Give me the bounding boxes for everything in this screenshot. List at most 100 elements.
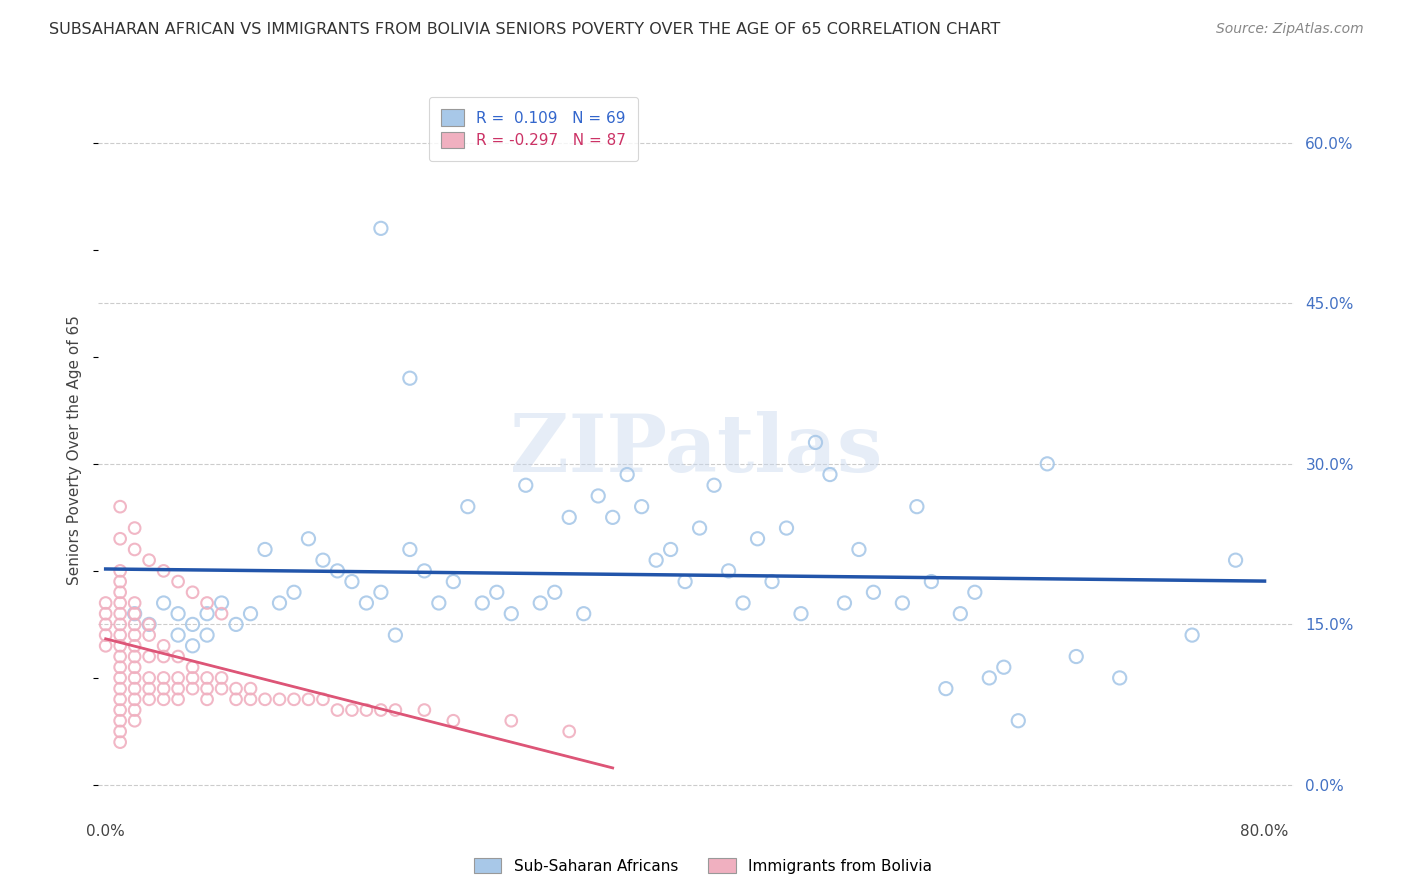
Point bbox=[211, 671, 233, 685]
Point bbox=[993, 660, 1015, 674]
Point bbox=[253, 542, 276, 557]
Point bbox=[124, 607, 146, 621]
Point bbox=[181, 639, 204, 653]
Point bbox=[181, 617, 204, 632]
Point bbox=[616, 467, 638, 482]
Point bbox=[138, 681, 160, 696]
Point bbox=[471, 596, 494, 610]
Point bbox=[167, 649, 190, 664]
Point bbox=[370, 703, 392, 717]
Point bbox=[673, 574, 696, 589]
Point bbox=[152, 649, 174, 664]
Point bbox=[195, 681, 218, 696]
Point bbox=[108, 574, 131, 589]
Point bbox=[979, 671, 1001, 685]
Point bbox=[94, 639, 117, 653]
Point bbox=[108, 703, 131, 717]
Point bbox=[399, 371, 422, 385]
Point bbox=[211, 681, 233, 696]
Point bbox=[152, 596, 174, 610]
Point bbox=[775, 521, 797, 535]
Point bbox=[703, 478, 725, 492]
Point bbox=[181, 671, 204, 685]
Legend: Sub-Saharan Africans, Immigrants from Bolivia: Sub-Saharan Africans, Immigrants from Bo… bbox=[468, 852, 938, 880]
Point bbox=[501, 714, 523, 728]
Point bbox=[124, 671, 146, 685]
Text: ZIPatlas: ZIPatlas bbox=[510, 411, 882, 490]
Point bbox=[195, 628, 218, 642]
Point bbox=[108, 714, 131, 728]
Point bbox=[862, 585, 884, 599]
Point bbox=[457, 500, 479, 514]
Point bbox=[544, 585, 567, 599]
Point bbox=[239, 607, 262, 621]
Point bbox=[152, 692, 174, 706]
Point bbox=[108, 617, 131, 632]
Point bbox=[108, 660, 131, 674]
Point bbox=[138, 617, 160, 632]
Point bbox=[167, 607, 190, 621]
Point bbox=[108, 532, 131, 546]
Point bbox=[269, 692, 291, 706]
Point bbox=[124, 521, 146, 535]
Point bbox=[181, 660, 204, 674]
Point bbox=[1225, 553, 1247, 567]
Point bbox=[747, 532, 769, 546]
Point bbox=[124, 596, 146, 610]
Point bbox=[1036, 457, 1059, 471]
Point bbox=[108, 596, 131, 610]
Point bbox=[297, 692, 319, 706]
Point bbox=[225, 681, 247, 696]
Point bbox=[167, 692, 190, 706]
Y-axis label: Seniors Poverty Over the Age of 65: Seniors Poverty Over the Age of 65 bbox=[67, 316, 83, 585]
Point bbox=[602, 510, 624, 524]
Point bbox=[195, 692, 218, 706]
Point bbox=[138, 692, 160, 706]
Point bbox=[370, 221, 392, 235]
Point bbox=[963, 585, 986, 599]
Point bbox=[181, 585, 204, 599]
Point bbox=[297, 532, 319, 546]
Point bbox=[108, 735, 131, 749]
Point bbox=[124, 607, 146, 621]
Point bbox=[558, 510, 581, 524]
Text: Source: ZipAtlas.com: Source: ZipAtlas.com bbox=[1216, 22, 1364, 37]
Point bbox=[1064, 649, 1087, 664]
Point bbox=[586, 489, 609, 503]
Point bbox=[108, 585, 131, 599]
Point bbox=[108, 564, 131, 578]
Point bbox=[689, 521, 711, 535]
Point bbox=[124, 649, 146, 664]
Point bbox=[1007, 714, 1029, 728]
Point bbox=[211, 607, 233, 621]
Point bbox=[94, 607, 117, 621]
Point bbox=[152, 564, 174, 578]
Point bbox=[138, 671, 160, 685]
Point bbox=[283, 692, 305, 706]
Point bbox=[138, 617, 160, 632]
Point bbox=[834, 596, 856, 610]
Point bbox=[167, 574, 190, 589]
Point bbox=[558, 724, 581, 739]
Point bbox=[413, 564, 436, 578]
Point bbox=[370, 585, 392, 599]
Point bbox=[356, 703, 378, 717]
Point bbox=[167, 628, 190, 642]
Point bbox=[108, 671, 131, 685]
Point bbox=[124, 542, 146, 557]
Point bbox=[384, 628, 406, 642]
Point bbox=[441, 574, 464, 589]
Point bbox=[312, 553, 335, 567]
Point bbox=[326, 703, 349, 717]
Text: SUBSAHARAN AFRICAN VS IMMIGRANTS FROM BOLIVIA SENIORS POVERTY OVER THE AGE OF 65: SUBSAHARAN AFRICAN VS IMMIGRANTS FROM BO… bbox=[49, 22, 1001, 37]
Point bbox=[108, 724, 131, 739]
Point bbox=[124, 692, 146, 706]
Point bbox=[515, 478, 537, 492]
Point bbox=[108, 681, 131, 696]
Point bbox=[384, 703, 406, 717]
Point bbox=[124, 628, 146, 642]
Point bbox=[920, 574, 942, 589]
Point bbox=[645, 553, 668, 567]
Point bbox=[225, 692, 247, 706]
Point bbox=[501, 607, 523, 621]
